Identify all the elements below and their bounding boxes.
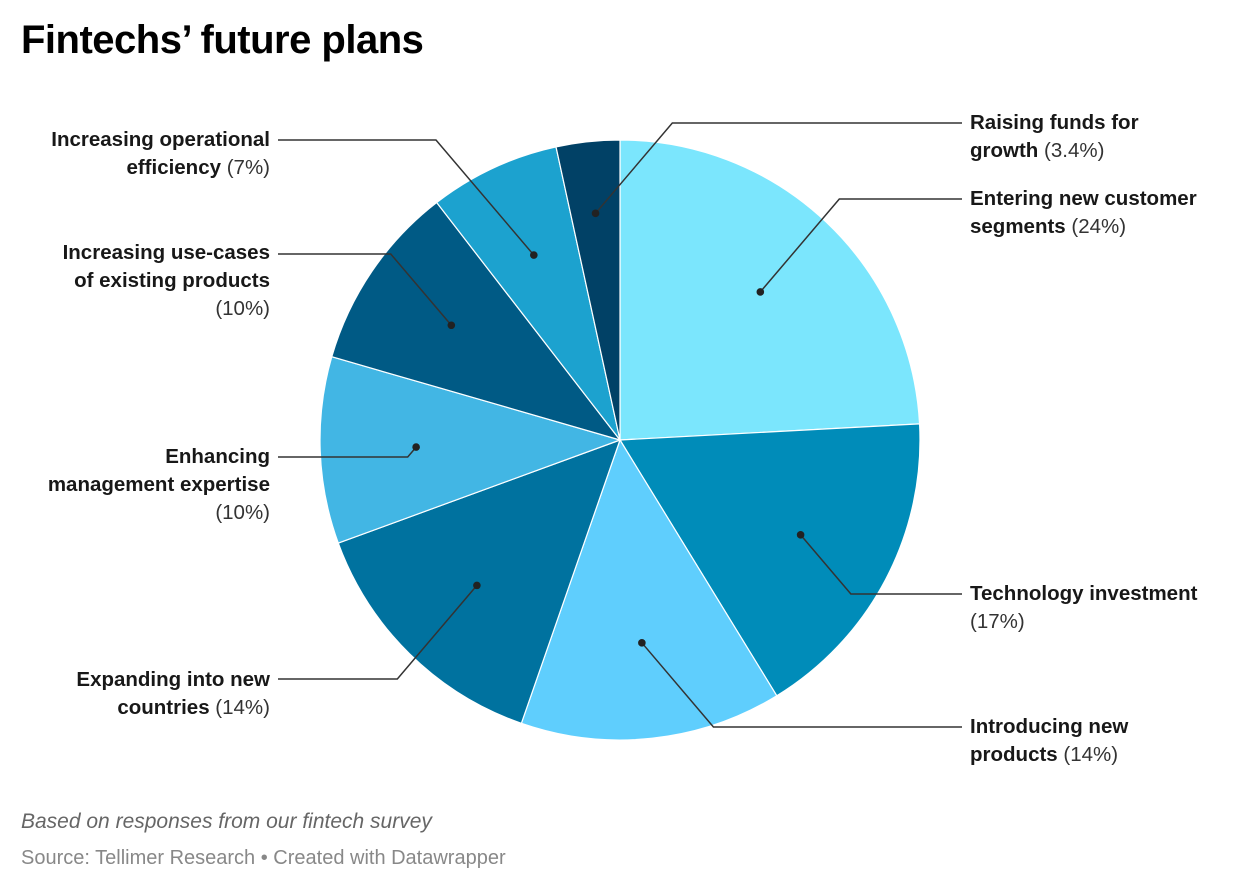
slice-label-text: Technology investment [970,582,1198,605]
slice-label-4: Enhancing management expertise (10%) [10,443,270,527]
leader-dot-6 [530,251,538,259]
leader-line-5 [278,253,452,326]
pie-slices [319,139,921,741]
leader-dot-4 [412,443,420,451]
slice-label-5: Increasing use-cases of existing products… [10,239,270,323]
slice-percent: (10%) [215,501,270,524]
leader-dot-1 [796,531,805,539]
leader-line-2 [641,642,962,728]
pie-slice-6 [435,146,621,441]
leader-lines [278,122,962,728]
leader-line-0 [759,198,962,293]
slice-label-2: Introducing new products (14%) [970,713,1230,769]
slice-label-7: Raising funds for growth (3.4%) [970,109,1230,165]
slice-percent: (17%) [970,610,1025,633]
slice-label-text: Increasing operational [51,128,270,151]
slice-percent: (10%) [215,297,270,320]
slice-label-text: management expertise [47,473,270,496]
leader-line-6 [278,139,535,256]
slice-percent: (7%) [221,156,270,179]
slice-label-text: Enhancing [165,445,270,468]
leader-line-4 [278,446,417,458]
pie-slice-5 [331,201,622,442]
chart-notes: Based on responses from our fintech surv… [21,810,432,833]
pie-slice-4 [319,355,622,544]
chart-source: Source: Tellimer Research • Created with… [21,847,506,869]
slice-label-1: Technology investment (17%) [970,580,1230,636]
slice-label-text: Expanding into new [76,668,270,691]
chart-title: Fintechs’ future plans [21,18,424,62]
pie-slice-2 [520,438,778,741]
slice-label-text: of existing products [74,269,270,292]
slice-label-text: segments [970,215,1066,238]
pie-slice-7 [555,139,621,441]
slice-label-text: Entering new customer [970,187,1197,210]
slice-percent: (24%) [1065,215,1127,238]
leader-line-3 [278,584,478,680]
leader-dot-2 [638,639,646,647]
slice-percent: (14%) [1057,743,1119,766]
slice-percent: (14%) [209,696,270,719]
slice-label-0: Entering new customer segments (24%) [970,185,1230,241]
slice-label-6: Increasing operational efficiency (7%) [10,126,270,182]
leader-dot-5 [447,321,456,330]
slice-label-text: products [970,743,1058,766]
pie-slice-1 [618,423,921,697]
slice-label-text: countries [117,696,210,719]
leader-dot-3 [473,581,481,590]
leader-dot-7 [591,209,600,218]
slice-label-text: growth [970,139,1039,162]
leader-line-1 [800,534,962,595]
leader-dot-0 [756,288,765,296]
slice-label-text: Introducing new [970,715,1129,738]
pie-slice-3 [337,439,621,725]
slice-label-text: efficiency [126,156,222,179]
slice-label-text: Increasing use-cases [62,241,270,264]
leader-line-7 [594,122,962,214]
slice-percent: (3.4%) [1038,139,1105,162]
slice-label-text: Raising funds for [970,111,1139,134]
pie-slice-0 [619,139,921,441]
slice-label-3: Expanding into new countries (14%) [10,666,270,722]
